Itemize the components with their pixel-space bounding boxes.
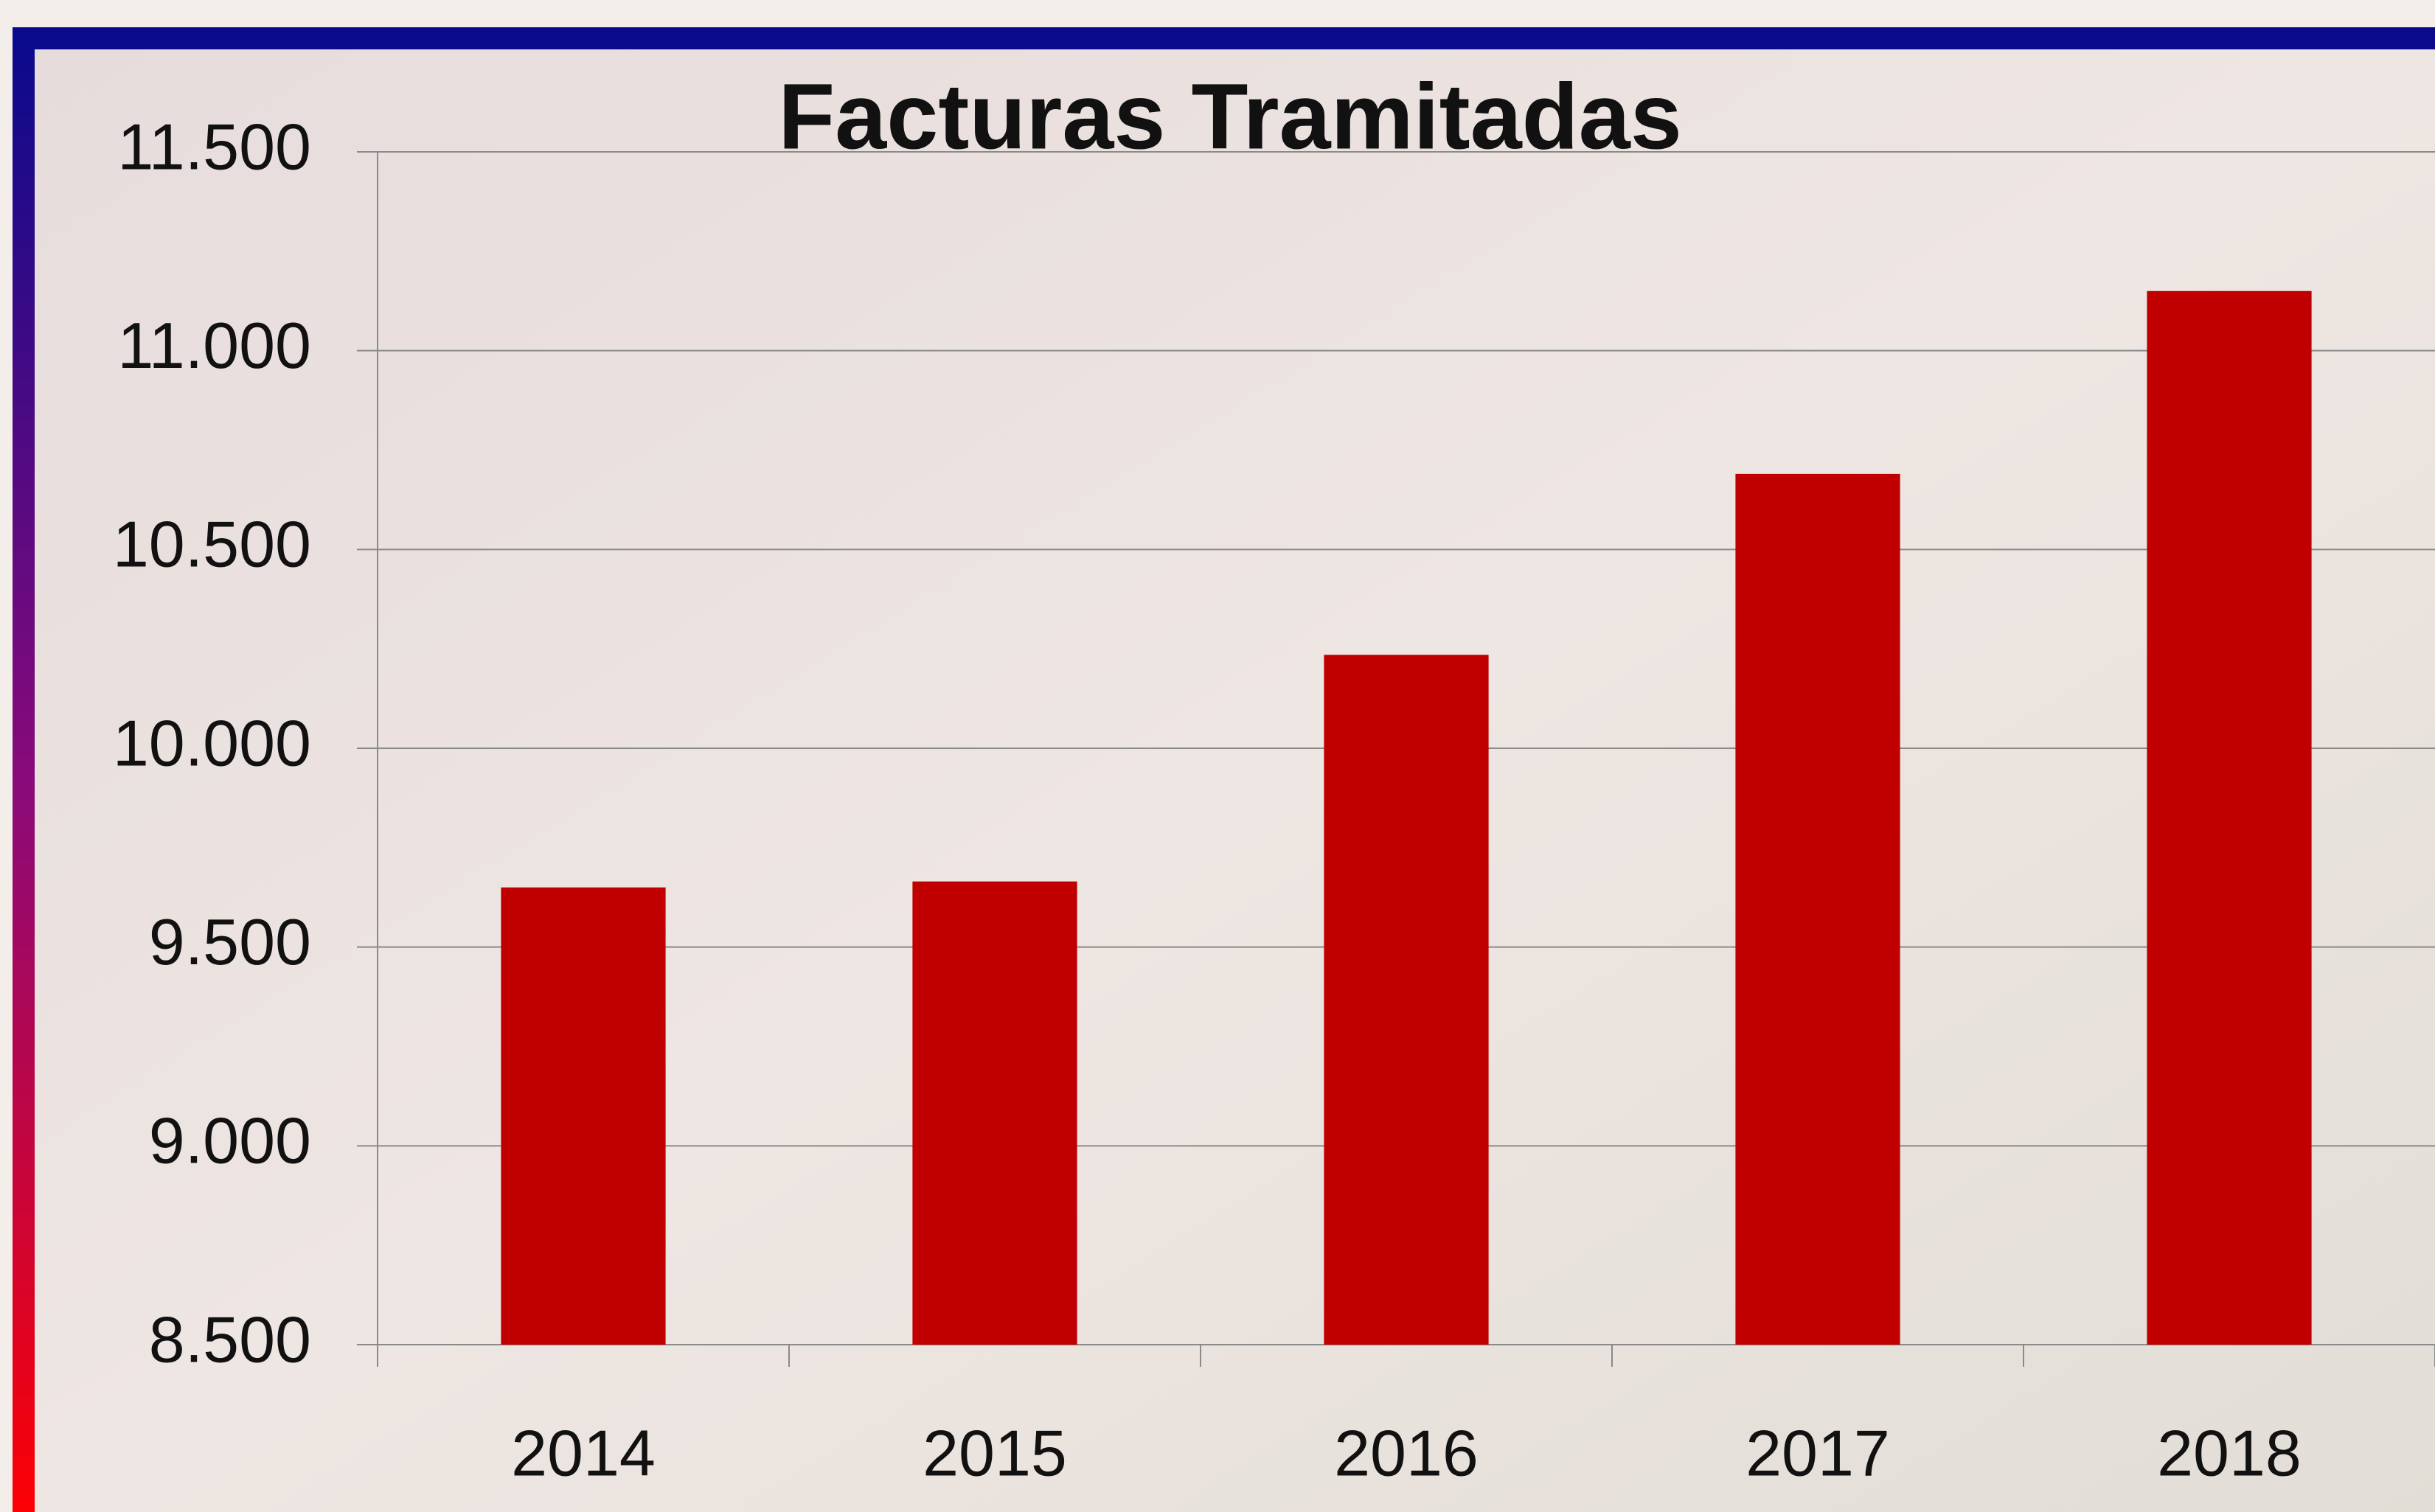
y-tick-label: 9.000 <box>149 1104 311 1177</box>
y-tick-label: 11.500 <box>117 110 311 183</box>
bar <box>2147 291 2311 1345</box>
y-tick-label: 8.500 <box>149 1303 311 1376</box>
chart: Facturas Tramitadas 8.500 9.000 9.500 10.00… <box>0 0 2435 1512</box>
x-tick-label: 2017 <box>1746 1416 1890 1489</box>
x-tick-label: 2018 <box>2157 1416 2302 1489</box>
bar <box>912 882 1077 1345</box>
chart-title: Facturas Tramitadas <box>778 64 1682 168</box>
x-tick-label: 2016 <box>1334 1416 1479 1489</box>
y-tick-label: 10.000 <box>113 706 311 779</box>
bar <box>1735 474 1900 1345</box>
y-tick-label: 10.500 <box>113 508 311 581</box>
bar <box>501 888 665 1345</box>
bar <box>1324 655 1488 1345</box>
y-tick-label: 9.500 <box>149 905 311 978</box>
x-tick-label: 2015 <box>923 1416 1067 1489</box>
x-tick-label: 2014 <box>511 1416 656 1489</box>
y-tick-label: 11.000 <box>117 309 311 382</box>
frame <box>24 38 2435 1512</box>
